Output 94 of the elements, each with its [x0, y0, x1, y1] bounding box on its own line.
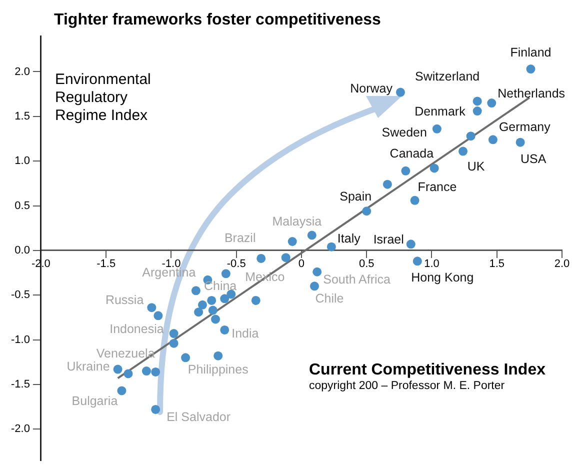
point — [401, 166, 410, 176]
annotation: France — [418, 180, 457, 194]
x-tick-label: -0.5 — [226, 258, 246, 270]
y-tick-label: -2.0 — [10, 423, 30, 436]
point — [430, 164, 439, 173]
chart-title: Tighter frameworks foster competitiveness — [54, 11, 382, 28]
point — [191, 286, 200, 296]
annotation: Finland — [510, 46, 552, 60]
x-tick-label: 0.5 — [358, 258, 374, 270]
point — [362, 206, 372, 216]
y-axis-title: Environmental Regulatory Regime Index — [55, 71, 151, 124]
point — [516, 138, 525, 147]
y-tick-label: -0.5 — [10, 289, 30, 302]
point — [124, 369, 133, 378]
y-tick-label: 1.0 — [14, 155, 30, 168]
point — [310, 282, 320, 291]
annotation: UK — [467, 160, 486, 174]
annotation: Chile — [315, 292, 344, 306]
y-tick-label: -1.5 — [10, 378, 30, 390]
annotation: Germany — [498, 120, 552, 134]
annotation: Venezuela — [96, 346, 155, 360]
point — [154, 311, 163, 320]
annotation: Canada — [390, 146, 434, 160]
annotation: Bulgaria — [72, 394, 118, 408]
x-axis-title: Current Competitiveness Index — [309, 361, 546, 378]
point — [396, 88, 405, 97]
point — [151, 367, 160, 376]
point — [113, 364, 122, 374]
x-tick-label: 1.5 — [489, 258, 505, 270]
y-tick-label: 0.0 — [14, 244, 30, 256]
point — [488, 135, 498, 144]
annotation: copyright 200 – Professor M. E. Porter — [309, 380, 505, 392]
point — [214, 351, 223, 360]
annotation: Netherlands — [498, 86, 566, 100]
annotation: Denmark — [414, 104, 466, 119]
point — [169, 338, 178, 348]
point — [207, 296, 216, 305]
point — [466, 132, 476, 141]
point — [117, 386, 126, 396]
point — [142, 366, 151, 376]
annotation: El Salvador — [166, 410, 231, 424]
point — [221, 269, 230, 278]
point — [181, 353, 190, 362]
annotation: Philippines — [188, 362, 248, 376]
annotation: India — [232, 326, 259, 340]
x-tick-label: -1.5 — [96, 258, 116, 270]
annotation: Hong Kong — [411, 270, 474, 285]
x-tick-label: 1.0 — [424, 258, 440, 270]
annotation: Sweden — [382, 125, 427, 140]
annotation: Israel — [373, 232, 404, 247]
x-tick-label: 2.0 — [554, 258, 570, 270]
annotation: Spain — [340, 190, 372, 204]
point — [281, 253, 290, 262]
point — [406, 240, 416, 249]
annotation: Norway — [350, 82, 394, 96]
point — [211, 314, 220, 324]
point — [326, 242, 336, 252]
x-tick-label: 0 — [298, 258, 305, 270]
annotation: Brazil — [224, 230, 256, 245]
point — [472, 106, 482, 116]
point — [432, 124, 442, 134]
annotation: Italy — [337, 231, 362, 246]
point — [220, 325, 230, 334]
point — [220, 294, 230, 304]
point — [147, 303, 156, 312]
annotation: USA — [520, 152, 547, 166]
point — [198, 300, 207, 310]
y-tick-label: 1.5 — [14, 110, 30, 122]
point — [288, 237, 297, 246]
annotation: Russia — [105, 293, 144, 308]
point — [307, 230, 316, 240]
annotation: Malaysia — [272, 214, 322, 229]
annotation: Switzerland — [415, 70, 480, 84]
point — [410, 196, 420, 205]
point — [382, 180, 392, 189]
point — [526, 64, 536, 74]
point — [312, 267, 322, 276]
point — [487, 98, 496, 108]
point — [194, 308, 204, 317]
y-tick-label: -1.0 — [10, 334, 30, 346]
y-tick-label: 2.0 — [14, 66, 30, 78]
point — [251, 296, 260, 305]
y-tick-label: 0.5 — [14, 200, 30, 212]
annotation: China — [204, 279, 237, 294]
annotation: Ukraine — [66, 360, 110, 374]
point — [412, 256, 422, 266]
point — [169, 329, 178, 338]
point — [208, 306, 218, 315]
point — [458, 146, 468, 156]
point — [256, 254, 266, 263]
annotation: Indonesia — [110, 322, 164, 336]
annotation: South Africa — [323, 272, 391, 286]
point — [472, 96, 482, 106]
point — [151, 404, 160, 414]
